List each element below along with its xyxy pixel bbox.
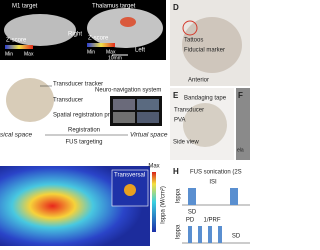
panel-e: E Bandaging tape Transducer PVA Side vie… [170,88,234,160]
head-photo [183,103,227,147]
label: Tattoos [184,38,203,44]
skull-image [4,14,76,46]
axis-label: Isppa (W/cm²) [161,186,167,224]
label: Fiducial marker [184,48,225,54]
label: PVA [174,118,186,124]
label: Side view [173,140,199,146]
label: FUS targeting [65,140,102,146]
panel-g: Transversal Max Isppa (W/cm²) [0,164,167,246]
label: PD [186,218,195,224]
panel-d: D Tattoos Fiducial marker Anterior [170,0,250,86]
label: Neuro-navigation system [95,88,161,94]
panel-b: M1 target Thalamus target Z-score Min Ma… [0,0,166,61]
panel-h: H FUS sonication (2S Isppa ISI SD Isppa … [173,167,250,244]
label: FUS sonication (2S [190,170,242,176]
screen-image [137,99,159,110]
label: Max [148,164,159,170]
colorbar [87,43,115,47]
tattoo-marker [182,20,198,36]
label: 1/PRF [203,218,220,224]
screen-image [113,99,135,110]
screen-image [137,112,159,123]
skull-photo [182,17,242,73]
label: Isppa [176,224,182,239]
label: Virtual space [130,132,168,139]
label: Transducer tracker [53,82,103,88]
label: Isppa [176,188,182,203]
panel-letter: E [173,91,179,100]
label: Transducer [53,98,83,104]
pulse [198,226,202,243]
label: SD [232,234,241,240]
panel-f: F ela [236,88,250,160]
label: ela [237,147,244,153]
label: ISI [209,180,217,186]
skull-image [87,8,163,48]
colorbar [152,172,156,232]
panel-letter: H [173,167,179,176]
label: Min [87,49,95,55]
label: Transversal [114,173,145,179]
label: Z-score [6,38,27,44]
pulse [218,226,222,243]
label: Right [68,32,82,38]
colorbar [5,45,33,49]
panel-c: Transducer tracker Transducer Spatial re… [0,78,168,146]
label: sical space [0,132,33,139]
label: Transducer [174,108,204,114]
panel-letter: D [173,3,179,12]
label: Anterior [188,78,209,84]
label: SD [188,210,197,216]
panel-letter: F [238,91,243,100]
label: Left [135,48,145,54]
label: Spatial registration probe [53,113,120,119]
label: Max [24,51,34,57]
pulse [188,226,192,243]
target-spot [120,17,136,27]
monkey-image [6,78,54,122]
label: M1 target [12,4,38,10]
label: Thalamus target [92,4,136,10]
label: Bandaging tape [184,96,227,102]
figure: M1 target Thalamus target Z-score Min Ma… [0,0,250,246]
label: 10mm [108,55,122,61]
screen-image [113,112,135,123]
pulse [208,226,212,243]
label: Max [106,49,116,55]
label: Z-score [88,36,109,42]
pulse [230,188,238,205]
photo [236,88,250,160]
inset-focus [124,184,136,196]
label: Registration [68,128,100,134]
label: Min [5,51,13,57]
pulse [188,188,196,205]
